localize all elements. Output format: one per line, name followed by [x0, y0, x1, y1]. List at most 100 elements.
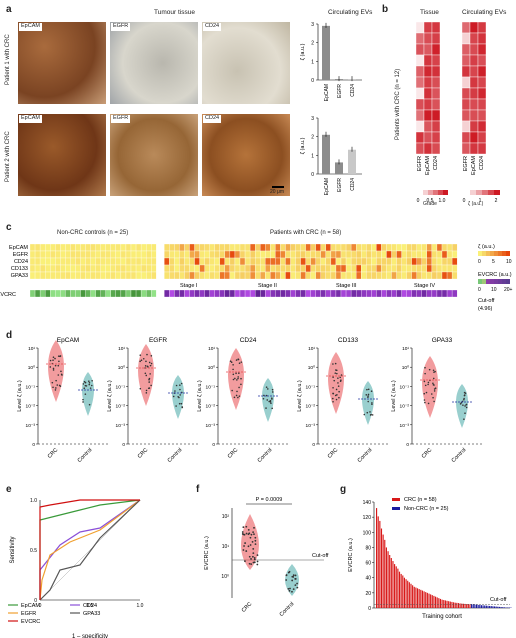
heat-cell: [441, 271, 448, 280]
violin-title: EpCAM: [57, 337, 79, 344]
heat-cell: [325, 243, 332, 252]
heat-cell: [361, 243, 367, 252]
ev-cell: [184, 289, 190, 298]
bar: [420, 589, 422, 608]
heat-cell: [50, 250, 56, 259]
heat-cell: [229, 257, 236, 266]
heat-cell: [234, 271, 241, 280]
group-label: Control: [279, 601, 296, 618]
heat-cell: [426, 250, 433, 259]
heat-cell: [361, 271, 367, 280]
heat-cell: [391, 257, 397, 266]
data-point: [242, 549, 245, 551]
heat-cell: [436, 257, 443, 266]
y-tick-label: 0: [32, 442, 35, 448]
data-point: [294, 584, 297, 587]
heat-cell: [300, 264, 306, 273]
heat-cell: [164, 250, 170, 259]
bar: [412, 585, 414, 608]
heat-cell: [461, 21, 471, 34]
evcrc-violin: 10² 10¹ 10⁰ EVCRC (a.u.) P = 0.0009 Cut-off CR…: [204, 497, 329, 618]
bar: [469, 604, 471, 608]
heat-cell: [204, 257, 210, 266]
ev-cell: [446, 289, 453, 298]
bar: [439, 598, 442, 608]
heat-cell: [135, 243, 142, 252]
data-point: [236, 379, 238, 381]
heat-cell: [120, 257, 127, 266]
heat-cell: [406, 271, 412, 280]
heat-cell: [75, 264, 81, 273]
data-point: [427, 402, 430, 405]
heat-cell: [80, 243, 86, 252]
data-point: [232, 368, 234, 371]
heat-cell: [421, 243, 427, 252]
data-point: [433, 390, 436, 392]
heat-cell: [416, 250, 422, 259]
colorbar-tick: 0.5: [427, 198, 434, 204]
heat-cell: [209, 243, 215, 252]
data-point: [178, 396, 180, 399]
heat-cell: [209, 257, 215, 266]
heat-cell: [461, 131, 471, 144]
heat-cell: [219, 264, 226, 273]
heat-cell: [100, 243, 106, 252]
heat-cell: [451, 271, 458, 280]
heat-cell: [423, 142, 433, 155]
heat-cell: [345, 257, 352, 266]
heat-cell: [391, 264, 397, 273]
bar: [484, 605, 486, 608]
data-point: [266, 399, 269, 401]
heat-cell: [401, 250, 407, 259]
bar: [389, 555, 391, 608]
heat-cell: [85, 271, 91, 280]
heat-cell: [315, 257, 321, 266]
heat-cell: [340, 257, 347, 266]
panel-c-label: c: [6, 222, 12, 233]
y-tick-label: 1: [311, 59, 314, 65]
heat-cell: [376, 264, 382, 273]
cutoff-value: (4.96): [478, 306, 493, 312]
heat-cell: [451, 243, 458, 252]
heat-cell: [140, 257, 147, 266]
heat-cell: [426, 257, 433, 266]
bar: [348, 149, 356, 174]
data-point: [139, 354, 142, 356]
data-point: [144, 365, 147, 367]
stage-label: Stage II: [258, 283, 277, 289]
data-point: [289, 587, 291, 590]
heat-cell: [55, 264, 61, 273]
x-tick-label: CD24: [350, 178, 356, 191]
heat-cell: [310, 243, 316, 252]
data-point: [233, 396, 236, 399]
tile-p2-egfr: EGFR: [110, 114, 198, 196]
heat-cell: [477, 21, 487, 34]
heat-cell: [461, 54, 471, 67]
heat-cell: [477, 98, 487, 111]
heat-cell: [396, 250, 402, 259]
heat-cell: [80, 257, 86, 266]
heat-cell: [423, 76, 433, 89]
data-point: [291, 575, 294, 578]
group-label: CRC: [421, 447, 434, 460]
zeta-label-b: ζ (a.u.): [468, 201, 484, 207]
heat-cell: [340, 250, 347, 259]
y-tick-label: 2: [311, 135, 314, 141]
x-axis-label: Training cohort: [422, 614, 462, 620]
y-tick-label: 0: [34, 598, 37, 604]
ev-cell: [451, 289, 458, 298]
data-point: [88, 403, 91, 406]
colorbar-tick: 2: [495, 198, 498, 204]
heat-cell: [45, 271, 51, 280]
heat-cell: [469, 76, 479, 89]
heat-cell: [396, 243, 402, 252]
bar: [474, 604, 476, 608]
data-point: [271, 398, 273, 400]
y-axis-label: Level ζ (a.u.): [197, 380, 203, 412]
ev-cell: [70, 289, 76, 298]
data-point: [49, 359, 52, 362]
bar: [464, 603, 466, 608]
heat-cell: [219, 250, 226, 259]
heat-cell: [411, 271, 417, 280]
heat-cell: [320, 243, 326, 252]
